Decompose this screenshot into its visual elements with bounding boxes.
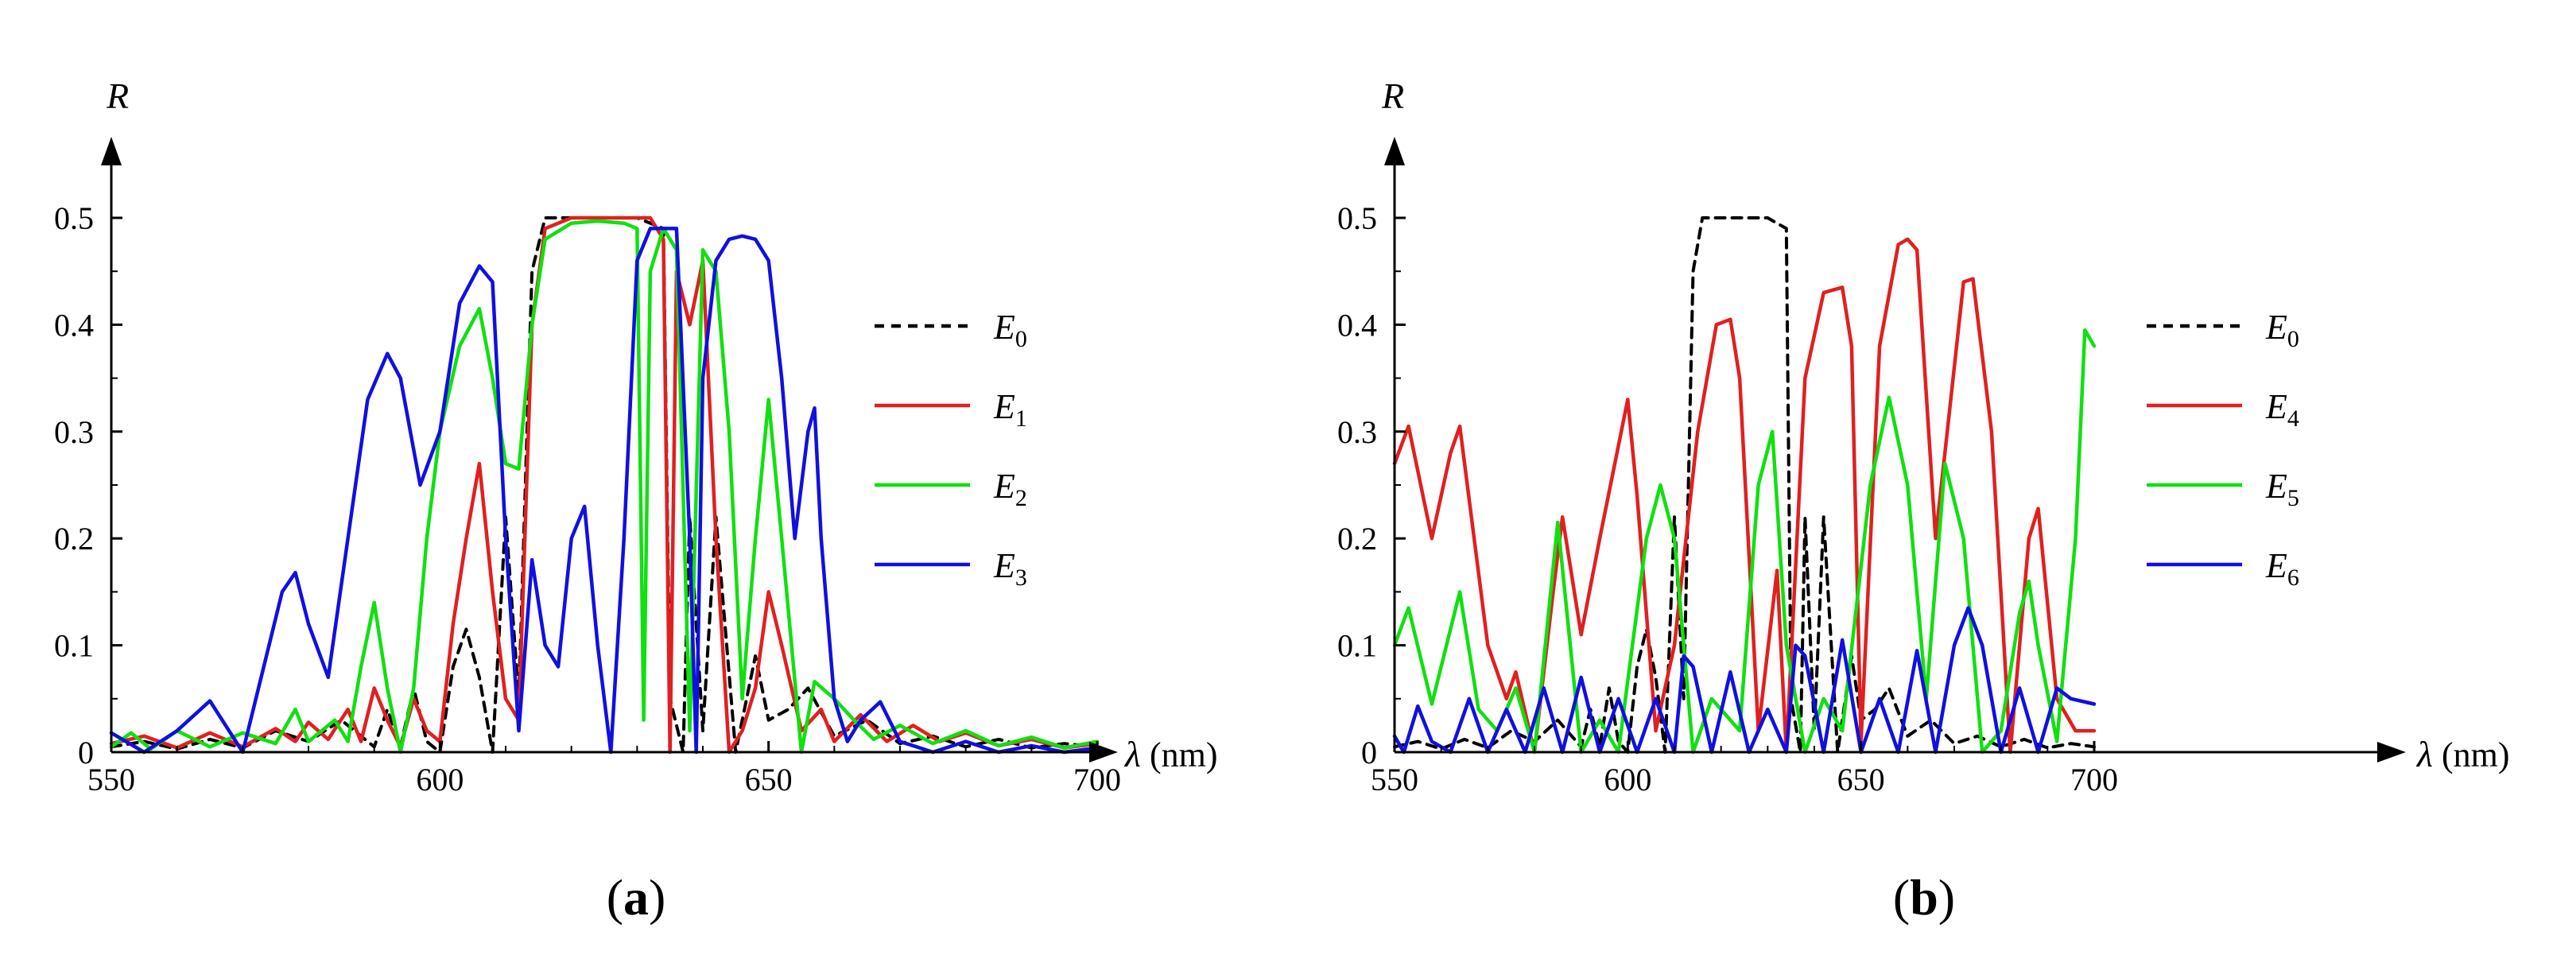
x-tick-label: 550	[87, 762, 135, 797]
legend-label-e6: E6	[2265, 546, 2299, 591]
legend-label-e2: E2	[993, 467, 1027, 511]
x-axis-label-unit: (nm)	[2433, 735, 2510, 774]
y-tick-label: 0.2	[54, 521, 94, 557]
legend-label-name: E	[993, 467, 1015, 506]
legend-label-e1: E1	[993, 387, 1027, 432]
x-tick-label: 700	[2070, 762, 2118, 797]
legend-label-name: E	[2265, 546, 2287, 585]
legend-label-e4: E4	[2265, 387, 2299, 432]
legend-label-e0: E0	[2265, 308, 2299, 352]
series-line-e6	[1392, 606, 2097, 755]
legend-label-subscript: 5	[2287, 485, 2299, 511]
legend-label-name: E	[993, 387, 1015, 426]
panel-label-open: (	[607, 869, 623, 925]
y-tick-label: 0.1	[1337, 628, 1377, 664]
x-axis-label: λ (nm)	[2415, 734, 2509, 774]
panel-label: (b)	[1893, 869, 1955, 925]
legend-label-e3: E3	[993, 546, 1027, 591]
legend-label-subscript: 1	[1015, 405, 1027, 432]
series-line-e0	[1393, 216, 2096, 754]
y-axis-label: R	[106, 76, 129, 116]
y-axis-arrow	[1384, 137, 1405, 165]
y-tick-label: 0.2	[1337, 521, 1377, 557]
panel-label-letter: a	[623, 869, 649, 925]
legend-label-name: E	[2265, 387, 2287, 426]
y-tick-label: 0.5	[1337, 200, 1377, 236]
y-tick-label: 0.1	[54, 628, 94, 664]
y-tick-label: 0	[78, 735, 94, 770]
x-axis-label-unit: (nm)	[1141, 735, 1218, 774]
x-axis-arrow	[2377, 742, 2406, 762]
legend-label-name: E	[2265, 467, 2287, 506]
panel-label-letter: b	[1910, 869, 1938, 925]
legend-label-e5: E5	[2265, 467, 2299, 511]
legend-label-name: E	[2265, 308, 2287, 347]
y-tick-label: 0.4	[1337, 307, 1377, 343]
legend-label-subscript: 3	[1015, 565, 1027, 591]
x-tick-label: 700	[1073, 762, 1121, 797]
legend-label-name: E	[993, 546, 1015, 585]
panel-label-close: )	[649, 869, 665, 925]
legend-label-name: E	[993, 308, 1015, 347]
y-tick-label: 0.5	[54, 200, 94, 236]
legend-label-e0: E0	[993, 308, 1027, 352]
legend-label-subscript: 0	[1015, 326, 1027, 352]
x-tick-label: 600	[416, 762, 464, 797]
series-line-e3	[109, 227, 1100, 755]
legend-label-subscript: 6	[2287, 565, 2299, 591]
x-axis-label-variable: λ	[1123, 734, 1141, 774]
x-axis-label: λ (nm)	[1123, 734, 1217, 774]
series-line-e2	[109, 219, 1100, 755]
x-tick-label: 650	[745, 762, 793, 797]
panel-label-open: (	[1893, 869, 1910, 925]
x-axis-label-variable: λ	[2415, 734, 2433, 774]
x-axis-arrow	[1089, 742, 1118, 762]
y-tick-label: 0.4	[54, 307, 94, 343]
panel-label: (a)	[607, 869, 666, 925]
legend-label-subscript: 0	[2287, 326, 2299, 352]
panel-label-close: )	[1938, 869, 1955, 925]
series-line-e5	[1392, 328, 2097, 755]
legend-label-subscript: 4	[2287, 405, 2299, 432]
x-tick-label: 650	[1837, 762, 1885, 797]
y-tick-label: 0.3	[1337, 414, 1377, 450]
y-tick-label: 0.3	[54, 414, 94, 450]
y-axis-arrow	[101, 137, 122, 165]
legend-label-subscript: 2	[1015, 485, 1027, 511]
x-tick-label: 550	[1371, 762, 1418, 797]
x-tick-label: 600	[1604, 762, 1651, 797]
y-axis-label: R	[1381, 76, 1404, 116]
series-line-e4	[1392, 237, 2097, 755]
y-tick-label: 0	[1361, 735, 1377, 770]
